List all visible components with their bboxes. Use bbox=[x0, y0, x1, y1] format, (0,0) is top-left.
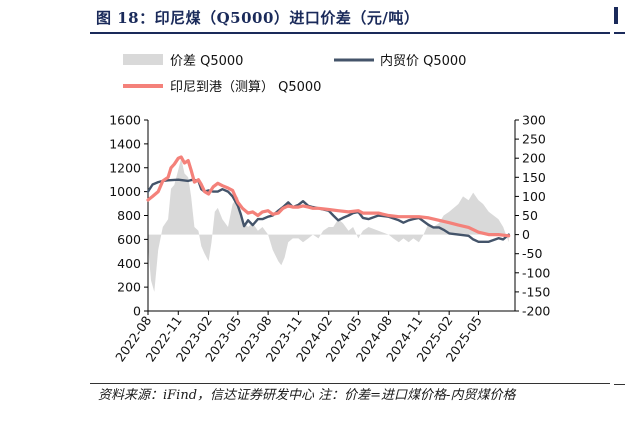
right-tick-label: -150 bbox=[522, 284, 550, 299]
left-tick-label: 1600 bbox=[109, 113, 141, 128]
series-line-imported bbox=[146, 155, 511, 238]
left-tick-label: 400 bbox=[117, 256, 141, 271]
left-tick-label: 1000 bbox=[109, 184, 141, 199]
chart-title: 图 18：印尼煤（Q5000）进口价差（元/吨） bbox=[96, 9, 420, 27]
legend-label-imported: 印尼到港（测算） Q5000 bbox=[170, 80, 321, 95]
series-area-spread bbox=[148, 158, 509, 292]
legend-swatch-spread bbox=[123, 54, 163, 65]
left-tick-label: 0 bbox=[133, 304, 141, 319]
right-tick-label: 150 bbox=[522, 170, 546, 185]
source-rule bbox=[90, 383, 610, 384]
adjacent-figure-edge bbox=[614, 7, 618, 24]
right-tick-label: -100 bbox=[522, 265, 550, 280]
right-tick-label: 50 bbox=[522, 208, 538, 223]
title-rule bbox=[90, 32, 610, 34]
right-tick-label: 0 bbox=[522, 227, 530, 242]
right-tick-label: 300 bbox=[522, 113, 546, 128]
legend: 价差 Q5000 内贸价 Q5000 印尼到港（测算） Q5000 bbox=[123, 53, 466, 95]
adjacent-figure-rule bbox=[614, 32, 625, 34]
left-tick-label: 800 bbox=[117, 208, 141, 223]
adjacent-figure-bottom-rule bbox=[614, 384, 625, 385]
left-tick-label: 1200 bbox=[109, 160, 141, 175]
plot-area: 02004006008001000120014001600-200-150-10… bbox=[109, 113, 550, 365]
right-tick-label: -200 bbox=[522, 304, 550, 319]
legend-label-spread: 价差 Q5000 bbox=[170, 54, 243, 69]
right-tick-label: 250 bbox=[522, 132, 546, 147]
left-tick-label: 600 bbox=[117, 232, 141, 247]
right-tick-label: -50 bbox=[522, 246, 542, 261]
left-tick-label: 200 bbox=[117, 280, 141, 295]
right-tick-label: 100 bbox=[522, 189, 546, 204]
left-tick-label: 1400 bbox=[109, 136, 141, 151]
source-note: 资料来源：iFind，信达证券研发中心 注：价差=进口煤价格-内贸煤价格 bbox=[98, 388, 516, 403]
legend-label-domestic: 内贸价 Q5000 bbox=[380, 53, 466, 69]
right-tick-label: 200 bbox=[522, 151, 546, 166]
